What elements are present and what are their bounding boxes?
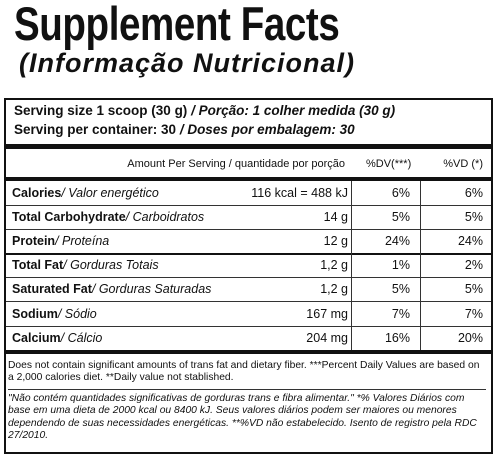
subtitle: (Informação Nutricional) (19, 48, 356, 78)
percent-dv: 16% (384, 330, 410, 345)
table-row: Total Fat / Gorduras Totais 1,2 g 1% 2% (6, 253, 491, 279)
percent-vd: 24% (457, 234, 483, 249)
nutrient-name-pt: / Proteína (55, 234, 110, 249)
percent-vd: 20% (457, 330, 483, 345)
serving-size: Serving size 1 scoop (30 g) / Porção: 1 … (14, 103, 395, 118)
serving-pt: / Doses por embalagem: 30 (176, 122, 355, 137)
percent-dv: 1% (391, 258, 410, 273)
nutrient-name: Sodium (12, 306, 58, 321)
facts-box (4, 98, 493, 454)
serving-pt: / Porção: 1 colher medida (30 g) (187, 103, 396, 118)
amount: 1,2 g (320, 258, 348, 273)
nutrient-name-pt: / Cálcio (60, 330, 103, 345)
nutrient-name: Total Carbohydrate (12, 210, 126, 225)
amount: 116 kcal = 488 kJ (251, 186, 348, 200)
column-divider (420, 181, 421, 350)
table-row: Total Carbohydrate / Carboidratos 14 g 5% 5… (6, 205, 491, 231)
percent-vd: 2% (464, 258, 483, 273)
rule (6, 144, 491, 149)
table-row: Saturated Fat / Gorduras Saturadas 1,2 g 5… (6, 277, 491, 303)
column-divider (351, 181, 352, 350)
footnote-en: Does not contain significant amounts of … (8, 360, 480, 384)
nutrient-name-pt: / Valor energético (61, 186, 159, 200)
percent-dv: 7% (391, 306, 410, 321)
nutrient-name-pt: / Gorduras Saturadas (91, 282, 212, 297)
percent-vd: 7% (464, 306, 483, 321)
nutrient-name: Saturated Fat (12, 282, 92, 297)
title: Supplement Facts (14, 0, 340, 50)
percent-dv: 6% (391, 186, 410, 200)
percent-vd: 6% (464, 186, 483, 200)
rule (6, 177, 491, 181)
nutrient-name: Calories (12, 186, 62, 200)
table-row: Calories / Valor energético 116 kcal = 48… (6, 181, 491, 206)
percent-vd: 5% (464, 210, 483, 225)
percent-dv: 5% (391, 210, 410, 225)
amount-header: Amount Per Serving / quantidade por porç… (127, 158, 345, 170)
table-row: Calcium / Cálcio 204 mg 16% 20% (6, 326, 491, 351)
percent-dv: 24% (384, 234, 410, 249)
rule (6, 350, 491, 354)
nutrient-name-pt: / Sódio (57, 306, 97, 321)
table-row: Sodium / Sódio 167 mg 7% 7% (6, 302, 491, 327)
serving-en: Serving size 1 scoop (30 g) (14, 103, 188, 118)
percent-dv: 5% (391, 282, 410, 297)
dv-header: %DV(***) (366, 158, 412, 170)
nutrient-name-pt: / Carboidratos (125, 210, 205, 225)
serving-en: Serving per container: 30 (14, 122, 177, 137)
amount: 167 mg (306, 306, 348, 321)
servings-per-container: Serving per container: 30 / Doses por em… (14, 122, 355, 137)
footnote-pt: "Não contém quantidades significativas d… (8, 389, 486, 443)
nutrient-name: Protein (12, 234, 56, 249)
amount: 1,2 g (320, 282, 348, 297)
percent-vd: 5% (464, 282, 483, 297)
amount: 14 g (323, 210, 348, 225)
amount: 204 mg (306, 330, 348, 345)
nutrient-name-pt: / Gorduras Totais (63, 258, 159, 273)
nutrient-name: Total Fat (12, 258, 64, 273)
table-row: Protein / Proteína 12 g 24% 24% (6, 229, 491, 256)
amount: 12 g (323, 234, 348, 249)
nutrient-name: Calcium (12, 330, 61, 345)
vd-header: %VD (*) (443, 158, 483, 170)
